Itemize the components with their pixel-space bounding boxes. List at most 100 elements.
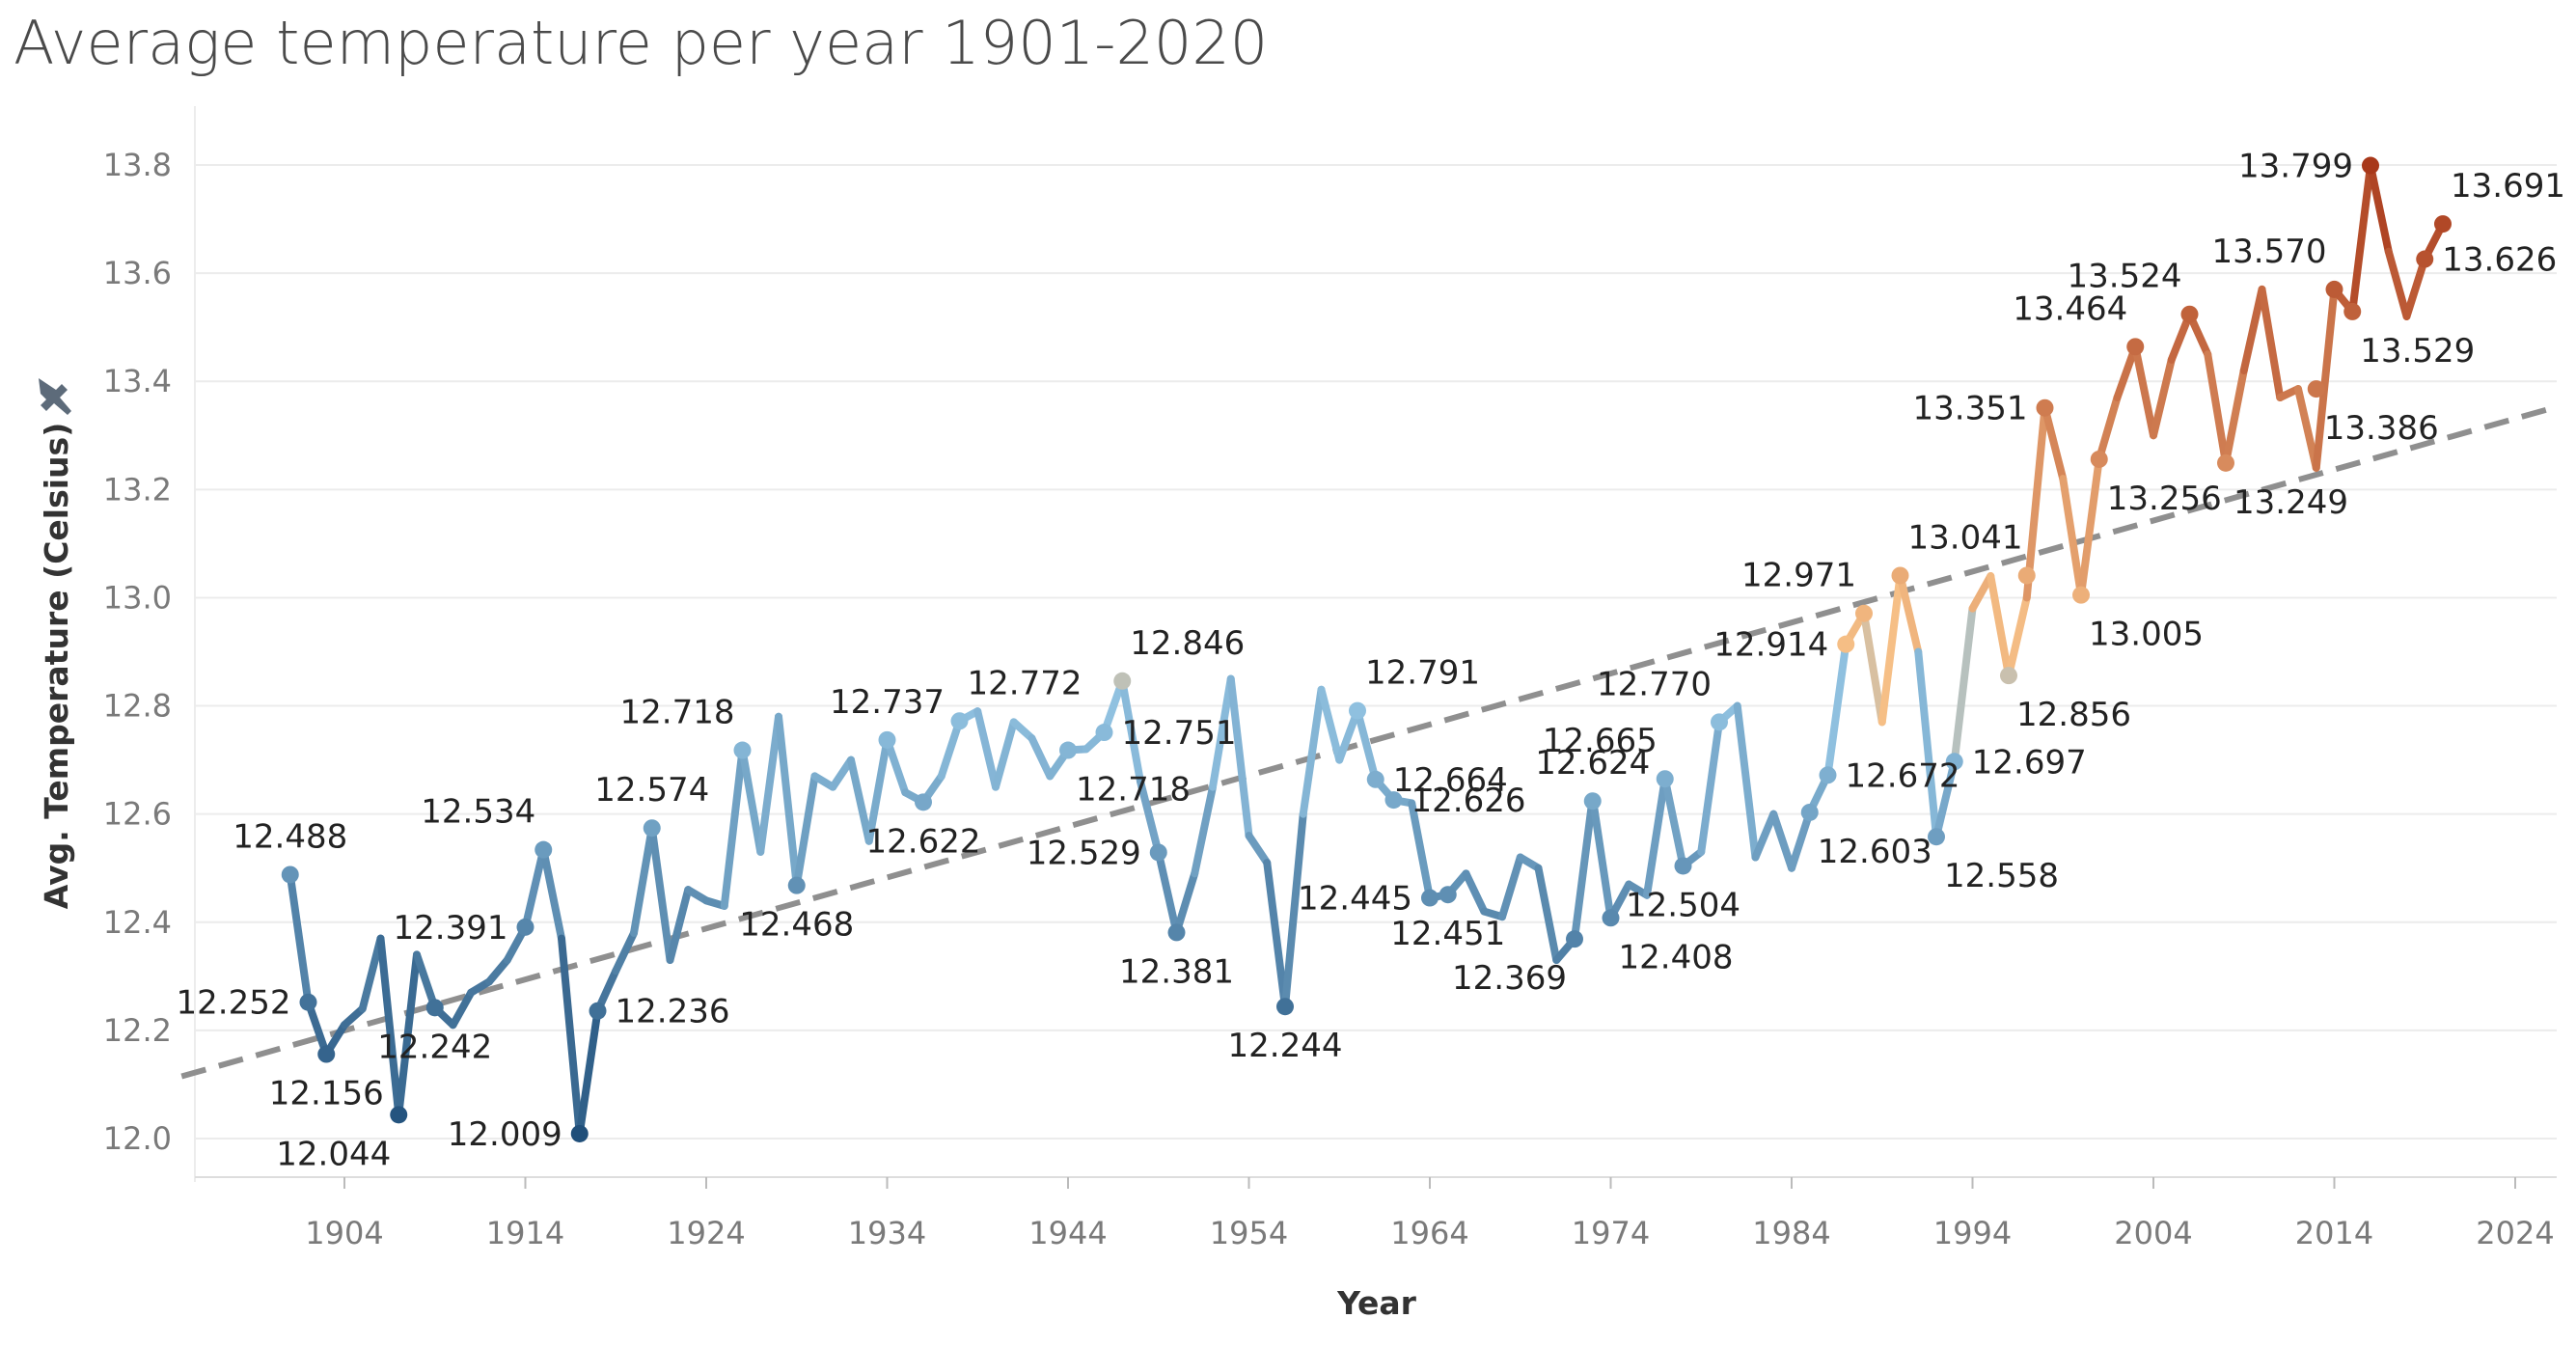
data-label: 12.242	[377, 1028, 492, 1066]
data-point[interactable]	[1384, 791, 1403, 810]
line-segment	[1462, 869, 1489, 916]
line-segment	[883, 735, 910, 797]
line-segment	[2113, 343, 2140, 402]
line-segment	[738, 746, 765, 856]
data-point[interactable]	[390, 1106, 408, 1124]
data-label: 12.252	[177, 984, 291, 1023]
line-segment	[1498, 853, 1524, 921]
line-segment	[666, 886, 693, 965]
x-tick-label: 1984	[1752, 1215, 1830, 1251]
data-point[interactable]	[1855, 604, 1873, 622]
data-label: 12.665	[1543, 722, 1658, 760]
data-point[interactable]	[2325, 280, 2343, 298]
data-point[interactable]	[878, 730, 896, 749]
data-label: 12.856	[2016, 696, 2131, 734]
data-label: 13.041	[1908, 518, 2023, 557]
line-segment	[1118, 676, 1144, 786]
data-point[interactable]	[643, 819, 661, 838]
data-point[interactable]	[2072, 586, 2090, 604]
data-label: 13.529	[2360, 332, 2475, 371]
data-label: 12.971	[1741, 557, 1856, 595]
data-point[interactable]	[1349, 701, 1366, 720]
data-label: 12.914	[1713, 626, 1828, 665]
data-point[interactable]	[1800, 803, 1819, 821]
line-segment	[1769, 810, 1795, 872]
data-point[interactable]	[2434, 215, 2452, 233]
data-point[interactable]	[787, 876, 806, 894]
data-label: 13.524	[2068, 258, 2182, 296]
line-segment	[1643, 775, 1669, 899]
data-point[interactable]	[2416, 250, 2434, 268]
data-point[interactable]	[2000, 667, 2017, 685]
data-point[interactable]	[317, 1045, 336, 1063]
line-segment	[1317, 685, 1344, 764]
data-point[interactable]	[2090, 450, 2108, 468]
data-point[interactable]	[1366, 770, 1384, 788]
line-segment	[756, 712, 782, 856]
data-point[interactable]	[1421, 889, 1439, 907]
y-axis-title: Avg. Temperature (Celsius)	[38, 423, 75, 910]
data-point[interactable]	[1149, 843, 1167, 862]
data-point[interactable]	[1095, 724, 1113, 742]
data-point[interactable]	[1945, 753, 1963, 771]
data-point[interactable]	[1819, 766, 1837, 784]
line-segment	[1281, 810, 1307, 1011]
line-segment	[539, 845, 565, 943]
x-tick-label: 2024	[2476, 1215, 2554, 1251]
data-labels: 12.488 12.252 12.156 12.044 12.242 12.391 12.5…	[177, 148, 2565, 1174]
data-point[interactable]	[299, 993, 317, 1011]
data-point[interactable]	[1674, 857, 1692, 875]
data-point[interactable]	[2017, 566, 2036, 585]
data-point[interactable]	[1928, 828, 1945, 846]
line-segment	[1009, 718, 1036, 743]
data-point[interactable]	[570, 1124, 589, 1142]
data-point[interactable]	[425, 999, 444, 1017]
line-segment	[1987, 572, 2013, 680]
data-point[interactable]	[1837, 635, 1855, 653]
data-point[interactable]	[2307, 380, 2325, 398]
line-segment	[2222, 367, 2248, 467]
data-point[interactable]	[1276, 998, 1294, 1016]
line-segment	[1209, 674, 1235, 791]
line-segment	[1788, 808, 1814, 872]
data-point[interactable]	[1711, 713, 1728, 731]
data-point[interactable]	[1167, 923, 1186, 942]
data-point[interactable]	[2036, 398, 2054, 417]
data-point[interactable]	[1583, 792, 1602, 810]
data-point[interactable]	[2362, 156, 2379, 175]
data-point[interactable]	[2126, 338, 2145, 356]
pin-icon[interactable]	[39, 378, 71, 415]
data-point[interactable]	[1439, 886, 1457, 904]
data-point[interactable]	[1656, 770, 1674, 788]
data-point[interactable]	[1602, 909, 1620, 927]
data-point[interactable]	[1113, 672, 1132, 690]
line-segment	[304, 998, 331, 1058]
line-segment	[1191, 783, 1217, 878]
data-point[interactable]	[733, 741, 752, 759]
x-tick-label: 1944	[1028, 1215, 1107, 1251]
data-label: 12.504	[1626, 886, 1740, 924]
line-segment	[521, 845, 548, 931]
data-point[interactable]	[915, 793, 932, 811]
line-segment	[1028, 734, 1055, 781]
line-segment	[2059, 475, 2085, 599]
data-label: 12.574	[594, 771, 709, 810]
line-segment	[2005, 593, 2031, 680]
data-point[interactable]	[2217, 453, 2234, 472]
x-tick-label: 1924	[667, 1215, 745, 1251]
data-point[interactable]	[950, 712, 969, 730]
data-point[interactable]	[1891, 566, 1909, 585]
line-segment	[973, 707, 1000, 791]
data-point[interactable]	[2180, 305, 2199, 323]
data-label: 12.381	[1119, 952, 1234, 991]
x-tick-label: 1904	[305, 1215, 383, 1251]
data-point[interactable]	[516, 918, 534, 936]
data-point[interactable]	[589, 1002, 607, 1020]
data-point[interactable]	[534, 840, 553, 859]
data-point[interactable]	[281, 865, 299, 884]
data-label: 12.451	[1390, 915, 1505, 953]
data-point[interactable]	[2343, 302, 2362, 320]
data-point[interactable]	[1059, 741, 1077, 759]
line-segment	[720, 746, 747, 910]
data-point[interactable]	[1566, 930, 1583, 948]
